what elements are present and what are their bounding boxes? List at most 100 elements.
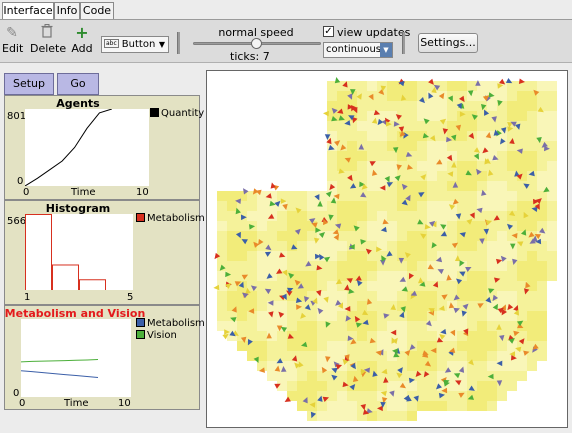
patch [387, 241, 397, 251]
patch [367, 361, 377, 371]
patch [377, 261, 387, 271]
patch [427, 131, 437, 141]
add-button[interactable]: + Add [71, 24, 93, 56]
patch [507, 201, 517, 211]
update-mode-select[interactable]: continuous ▼ [323, 42, 393, 58]
patch [217, 291, 227, 301]
patch [327, 361, 337, 371]
turtle [323, 296, 329, 303]
patch [467, 251, 477, 261]
patch [397, 241, 407, 251]
patch [537, 211, 547, 221]
tab-interface[interactable]: Interface [2, 2, 54, 19]
turtle [517, 320, 524, 327]
turtle [485, 132, 492, 139]
turtle [361, 183, 368, 190]
patch [247, 291, 257, 301]
turtle [516, 148, 523, 154]
patch [217, 281, 227, 291]
view-updates-checkbox[interactable]: ✓ [323, 26, 334, 37]
turtle [354, 315, 361, 323]
turtle [396, 372, 403, 379]
patch [327, 281, 337, 291]
turtle [363, 367, 370, 373]
patch [497, 91, 507, 101]
patch [327, 321, 337, 331]
turtle [355, 322, 363, 328]
patch [257, 351, 267, 361]
patch [487, 231, 497, 241]
patch [477, 341, 487, 351]
patch [307, 251, 317, 261]
patch [507, 231, 517, 241]
patch [337, 341, 347, 351]
patch [517, 101, 527, 111]
turtle [369, 161, 376, 167]
patch [347, 321, 357, 331]
world-view[interactable] [206, 70, 568, 428]
patch [347, 81, 357, 91]
world-canvas[interactable] [207, 71, 568, 428]
patch [427, 291, 437, 301]
turtle [544, 145, 550, 152]
patch [487, 281, 497, 291]
patch [307, 341, 317, 351]
patch [487, 141, 497, 151]
turtle [465, 267, 472, 272]
widget-type-select[interactable]: abc Button ▼ [101, 36, 169, 53]
turtle [315, 253, 321, 260]
edit-button[interactable]: ✎ Edit [2, 24, 23, 55]
patch [527, 241, 537, 251]
turtle [428, 78, 434, 85]
patch [477, 161, 487, 171]
turtle [452, 198, 459, 205]
patch [267, 291, 277, 301]
turtle [311, 222, 318, 228]
patch [527, 191, 537, 201]
patch [497, 111, 507, 121]
turtle [282, 203, 288, 211]
series-line-metabolism [20, 370, 99, 378]
patch [317, 371, 327, 381]
turtle [458, 366, 465, 373]
patch [397, 331, 407, 341]
settings-button[interactable]: Settings... [418, 33, 478, 53]
chevron-down-icon: ▼ [380, 43, 392, 57]
patch [417, 121, 427, 131]
patch [447, 121, 457, 131]
turtle [371, 117, 378, 124]
turtle [323, 256, 331, 263]
setup-button[interactable]: Setup [4, 73, 54, 95]
turtle [337, 108, 344, 114]
patch [227, 251, 237, 261]
x-min-label: 1 [24, 292, 31, 303]
patch [387, 131, 397, 141]
turtle [499, 335, 505, 342]
tab-info[interactable]: Info [54, 2, 80, 19]
patch [517, 131, 527, 141]
patch [277, 371, 287, 381]
turtle [382, 219, 389, 225]
patch [427, 371, 437, 381]
patch [307, 361, 317, 371]
turtle [243, 188, 249, 195]
go-button[interactable]: Go [57, 73, 99, 95]
turtle [539, 227, 546, 234]
turtle [318, 232, 325, 238]
patch [247, 261, 257, 271]
tab-code[interactable]: Code [80, 2, 114, 19]
turtle [484, 109, 490, 116]
turtle [451, 161, 457, 168]
turtle [380, 402, 386, 408]
patch [497, 191, 507, 201]
turtle [453, 307, 460, 314]
patch [537, 271, 547, 281]
patch [317, 321, 327, 331]
turtle [403, 394, 409, 402]
patch [287, 211, 297, 221]
turtle [386, 250, 393, 257]
patch [447, 251, 457, 261]
patch [417, 301, 427, 311]
speed-slider-handle[interactable] [251, 38, 262, 49]
delete-button[interactable]: Delete [30, 24, 66, 55]
